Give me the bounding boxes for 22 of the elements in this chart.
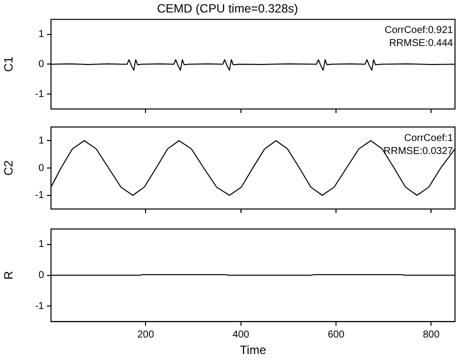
annotation: RRMSE:0.444 (389, 38, 454, 50)
y-tick-label: 1 (38, 239, 44, 250)
x-tick-label: 800 (422, 329, 440, 340)
y-tick-label: 0 (38, 162, 44, 174)
y-axis-title: R (2, 270, 16, 280)
chart-title: CEMD (CPU time=0.328s) (156, 2, 298, 16)
annotation: CorrCoef:0.921 (384, 25, 454, 36)
y-tick-label: -1 (35, 88, 44, 100)
annotation: RRMSE:0.0327 (384, 146, 454, 157)
y-tick-label: 1 (38, 135, 44, 146)
y-tick-label: 1 (38, 29, 44, 40)
x-tick-label: 400 (232, 329, 250, 340)
x-tick-label: 200 (137, 329, 154, 340)
y-tick-label: 0 (38, 58, 44, 70)
y-tick-label: -1 (35, 190, 44, 202)
annotation: CorrCoef:1 (404, 132, 454, 144)
y-axis-title: C2 (2, 160, 16, 176)
y-tick-label: 0 (38, 270, 44, 282)
y-axis-title: C1 (2, 56, 16, 72)
y-tick-label: -1 (35, 300, 44, 312)
x-axis-title: Time (240, 343, 266, 358)
x-tick-label: 600 (328, 329, 345, 340)
